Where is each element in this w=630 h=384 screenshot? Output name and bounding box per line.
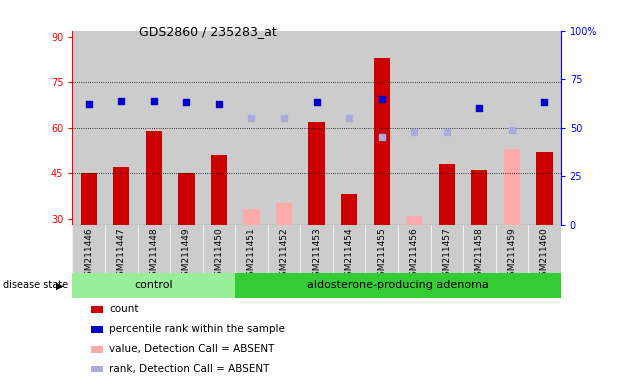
Bar (81, 173, 97, 225)
Bar (72, 31, 105, 225)
Point (377, 96, 387, 102)
Text: ▶: ▶ (55, 280, 63, 290)
Text: value, Detection Call = ABSENT: value, Detection Call = ABSENT (109, 344, 275, 354)
Text: GSM211451: GSM211451 (247, 227, 256, 282)
Point (344, 115, 354, 121)
Bar (113, 167, 129, 225)
Bar (178, 173, 195, 225)
Text: GSM211448: GSM211448 (149, 227, 158, 282)
Text: GSM211446: GSM211446 (84, 227, 93, 282)
Text: count: count (109, 304, 139, 314)
Bar (374, 58, 390, 225)
Text: GSM211457: GSM211457 (442, 227, 451, 282)
Bar (309, 122, 324, 225)
Point (214, 101, 224, 108)
Bar (341, 194, 357, 225)
Bar (438, 164, 455, 225)
Point (474, 105, 484, 111)
Bar (203, 31, 235, 225)
Bar (137, 31, 170, 225)
Bar (430, 31, 463, 225)
Text: rank, Detection Call = ABSENT: rank, Detection Call = ABSENT (109, 364, 270, 374)
Text: GSM211454: GSM211454 (345, 227, 353, 282)
Text: GSM211459: GSM211459 (507, 227, 517, 282)
Bar (211, 155, 227, 225)
Text: GSM211450: GSM211450 (214, 227, 224, 282)
Point (377, 134, 387, 141)
Text: GSM211453: GSM211453 (312, 227, 321, 282)
Bar (504, 149, 520, 225)
Text: GSM211452: GSM211452 (280, 227, 289, 282)
Bar (528, 31, 561, 225)
Point (507, 127, 517, 133)
Bar (463, 31, 496, 225)
Bar (406, 215, 422, 225)
Bar (243, 210, 260, 225)
Bar (235, 31, 268, 225)
Bar (235, 273, 561, 298)
Point (246, 115, 256, 121)
Text: GSM211455: GSM211455 (377, 227, 386, 282)
Text: GSM211449: GSM211449 (182, 227, 191, 282)
Point (279, 115, 289, 121)
Point (442, 129, 452, 135)
Point (312, 99, 322, 106)
Point (410, 129, 420, 135)
Bar (146, 131, 162, 225)
Point (539, 99, 549, 106)
Text: aldosterone-producing adenoma: aldosterone-producing adenoma (307, 280, 489, 290)
Point (149, 98, 159, 104)
Point (116, 98, 126, 104)
Text: disease state: disease state (3, 280, 68, 290)
Point (84, 101, 94, 108)
Bar (365, 31, 398, 225)
Text: GSM211447: GSM211447 (117, 227, 126, 282)
Point (181, 99, 192, 106)
Text: GSM211458: GSM211458 (475, 227, 484, 282)
Text: GDS2860 / 235283_at: GDS2860 / 235283_at (139, 25, 277, 38)
Bar (72, 273, 235, 298)
Bar (471, 170, 488, 225)
Text: percentile rank within the sample: percentile rank within the sample (109, 324, 285, 334)
Text: control: control (135, 280, 173, 290)
Bar (301, 31, 333, 225)
Bar (276, 204, 292, 225)
Bar (333, 31, 365, 225)
Bar (398, 31, 430, 225)
Bar (536, 152, 553, 225)
Bar (170, 31, 203, 225)
Bar (105, 31, 137, 225)
Bar (268, 31, 301, 225)
Text: GSM211456: GSM211456 (410, 227, 419, 282)
Bar (496, 31, 528, 225)
Text: GSM211460: GSM211460 (540, 227, 549, 282)
